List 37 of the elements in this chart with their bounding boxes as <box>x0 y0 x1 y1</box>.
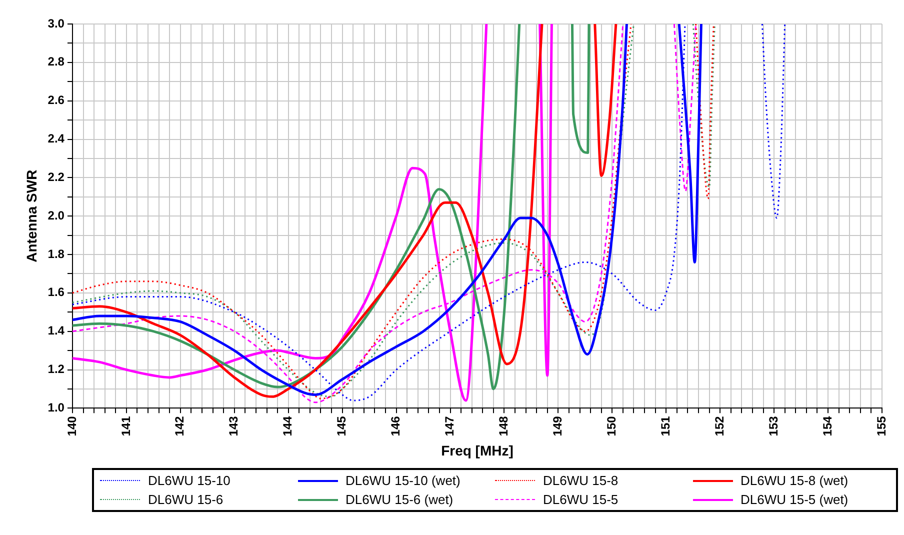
y-axis-title: Antenna SWR <box>23 170 40 262</box>
legend-label: DL6WU 15-5 <box>543 492 618 507</box>
y-tick-label: 2.4 <box>48 132 65 146</box>
x-tick-label: 142 <box>172 416 187 436</box>
y-tick-label: 1.6 <box>48 285 65 300</box>
legend-label: DL6WU 15-6 <box>148 492 224 507</box>
x-tick-label: 148 <box>496 416 511 436</box>
x-axis-title: Freq [MHz] <box>441 442 514 458</box>
x-tick-label: 155 <box>874 416 888 436</box>
x-tick-label: 149 <box>550 416 565 436</box>
x-tick-label: 140 <box>64 416 79 436</box>
y-tick-label: 1.2 <box>48 362 65 376</box>
x-tick-label: 153 <box>766 416 780 436</box>
y-tick-label: 2.6 <box>48 93 65 108</box>
legend-label: DL6WU 15-6 (wet) <box>346 492 454 507</box>
y-tick-label: 2.0 <box>48 208 65 222</box>
x-tick-label: 145 <box>334 416 349 436</box>
x-tick-label: 151 <box>658 416 672 436</box>
x-tick-label: 141 <box>118 416 133 436</box>
y-tick-label: 1.4 <box>48 324 65 338</box>
x-tick-label: 143 <box>226 416 241 436</box>
x-tick-label: 152 <box>712 416 726 436</box>
legend-label: DL6WU 15-10 (wet) <box>346 473 460 488</box>
x-tick-label: 150 <box>604 416 618 436</box>
y-tick-label: 2.2 <box>48 170 65 184</box>
legend-label: DL6WU 15-8 (wet) <box>740 473 848 488</box>
x-tick-label: 154 <box>820 416 834 436</box>
legend-label: DL6WU 15-8 <box>543 473 618 488</box>
y-tick-label: 3.0 <box>48 16 65 30</box>
x-tick-label: 147 <box>442 416 457 436</box>
legend-label: DL6WU 15-10 <box>148 473 230 488</box>
y-tick-label: 2.8 <box>48 54 65 69</box>
y-tick-label: 1.8 <box>48 246 65 261</box>
x-tick-label: 144 <box>280 416 295 436</box>
x-tick-label: 146 <box>388 416 403 436</box>
legend-label: DL6WU 15-5 (wet) <box>740 492 848 507</box>
y-tick-label: 1.0 <box>48 400 65 414</box>
